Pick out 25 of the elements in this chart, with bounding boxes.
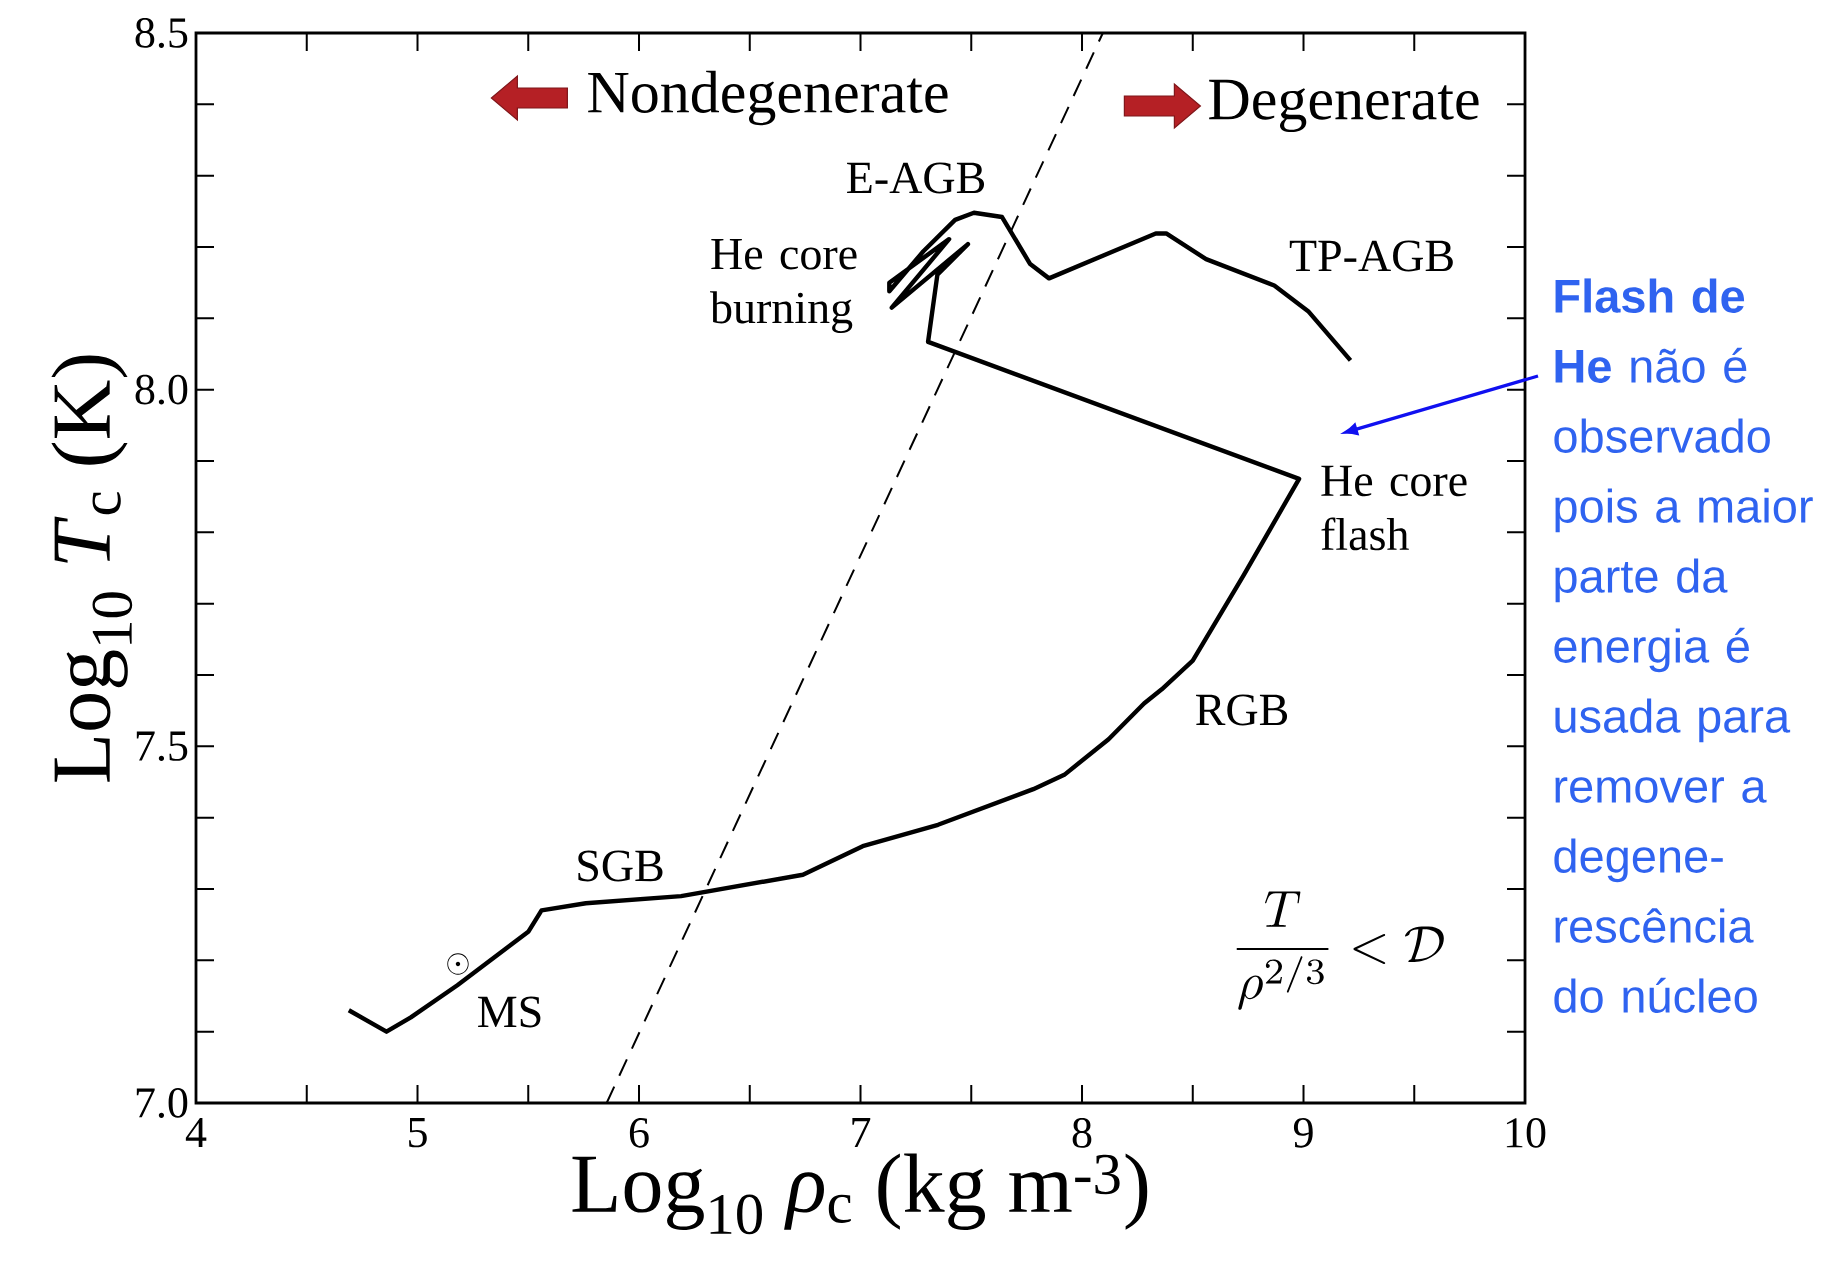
y-tick-label: 7.5 bbox=[136, 731, 188, 762]
annotation: $\frac{T}{\rho^{2/3}} < \mathcal{D}$ bbox=[1236, 891, 1444, 1010]
x-tick-label: 4 bbox=[185, 1118, 207, 1148]
annotation: SGB bbox=[578, 850, 663, 882]
x-tick-label: 7 bbox=[852, 1118, 871, 1147]
annotation: E-AGB bbox=[847, 162, 985, 194]
annotation: TP-AGB bbox=[1289, 240, 1453, 272]
annotation: Degenerate bbox=[1209, 79, 1479, 133]
annotation: MS bbox=[478, 996, 541, 1028]
x-axis-title: Log$_{10}$ ρ$_{c}$ (kg m$^{-3}$) bbox=[572, 1153, 1148, 1235]
x-tick-label: 10 bbox=[1506, 1118, 1546, 1148]
y-axis-title: Log$_{10}$ T$_{c}$ (K) bbox=[51, 355, 133, 782]
annotation: $\odot$ bbox=[447, 953, 469, 975]
annotation: He core burning bbox=[710, 238, 857, 334]
y-tick-label: 8.0 bbox=[135, 374, 188, 405]
x-tick-label: 9 bbox=[1293, 1118, 1313, 1148]
x-tick-label: 8 bbox=[1072, 1118, 1092, 1148]
x-tick-label: 5 bbox=[409, 1118, 427, 1148]
y-tick-label: 8.5 bbox=[135, 18, 188, 48]
y-tick-label: 7.0 bbox=[136, 1088, 188, 1118]
text: Flash de He não é observado pois a maior parte da energia é usada para remover a degene-rescência do núcleo bbox=[1554, 278, 1813, 1013]
annotation: RGB bbox=[1196, 694, 1288, 726]
annotation: Nondegenerate bbox=[588, 70, 948, 126]
annotation: He core flash bbox=[1321, 465, 1467, 551]
x-tick-label: 6 bbox=[629, 1118, 649, 1148]
